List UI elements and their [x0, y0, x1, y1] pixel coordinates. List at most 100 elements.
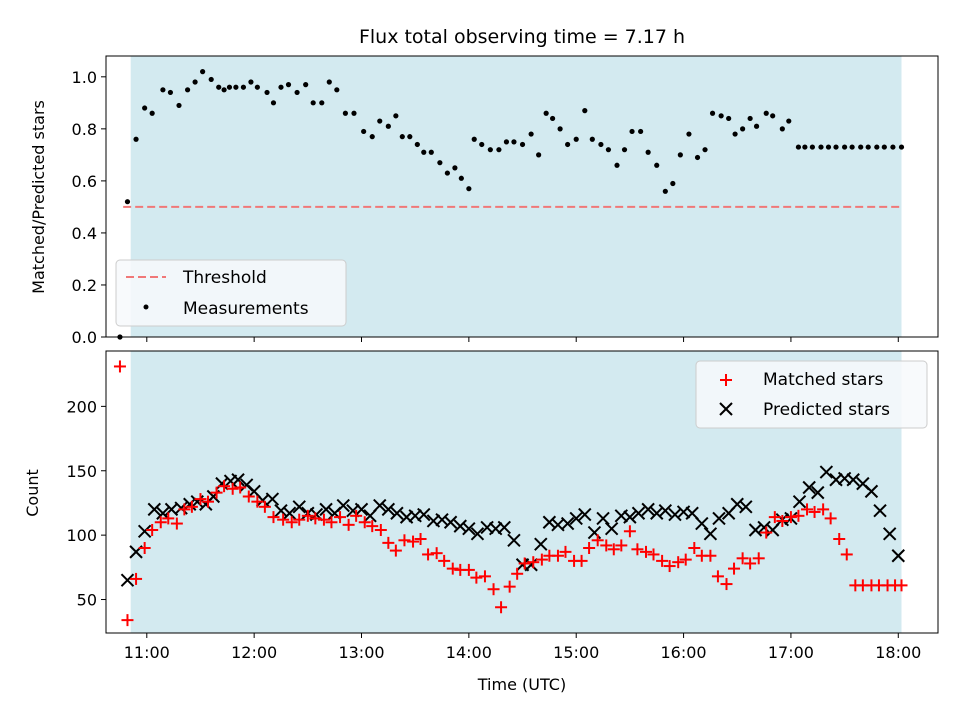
- predicted-point: [748, 523, 763, 537]
- top-panel: 0.0 0.2 0.4 0.6 0.8 1.0 Matched/Predicted sta…: [29, 55, 939, 347]
- predicted-point: [156, 506, 170, 520]
- matched-point: [679, 553, 692, 566]
- measurement-point: [732, 131, 738, 137]
- predicted-point: [604, 521, 619, 536]
- measurement-point: [421, 149, 427, 155]
- measurement-point: [629, 128, 635, 135]
- predicted-point: [417, 507, 431, 522]
- predicted-point: [274, 503, 288, 518]
- measurement-point: [192, 79, 198, 85]
- matched-point: [242, 490, 255, 503]
- matched-point: [178, 503, 191, 516]
- measurement-point: [444, 170, 450, 176]
- predicted-point: [891, 549, 905, 563]
- matched-point: [285, 516, 298, 529]
- measurement-point: [285, 82, 292, 88]
- x-tick-label: 16:00: [661, 643, 707, 662]
- matched-point: [194, 493, 207, 506]
- measurement-point: [621, 147, 628, 153]
- measurement-point: [802, 144, 808, 150]
- predicted-point: [215, 476, 229, 491]
- predicted-point: [390, 506, 404, 520]
- measurement-point: [686, 131, 692, 137]
- measurement-point: [385, 123, 391, 129]
- measurement-point: [849, 144, 855, 150]
- matched-legend-label: Matched stars: [763, 370, 883, 390]
- measurement-point: [709, 110, 716, 116]
- measurement-point: [479, 141, 485, 148]
- measurement-point: [361, 128, 367, 135]
- matched-point: [113, 360, 126, 373]
- predicted-legend-swatch: [719, 402, 733, 416]
- measurement-point: [582, 108, 588, 114]
- x-axis-label: Time (UTC): [477, 675, 566, 694]
- measurement-point: [149, 110, 155, 116]
- measurement-point: [865, 144, 871, 150]
- measurement-point: [740, 126, 746, 132]
- matched-point: [776, 514, 789, 527]
- measurement-point: [881, 144, 887, 150]
- predicted-point: [846, 473, 860, 487]
- measurement-point: [407, 134, 413, 140]
- predicted-point: [120, 573, 135, 587]
- matched-point: [301, 509, 314, 522]
- measurement-point: [369, 134, 375, 140]
- measurement-point: [458, 175, 464, 181]
- matched-point: [185, 500, 198, 513]
- matched-point: [350, 509, 363, 522]
- matched-point: [277, 513, 290, 526]
- matched-stars-series: [113, 360, 908, 627]
- measurement-point: [264, 89, 270, 96]
- top-y-tick-label: 0.8: [72, 120, 97, 139]
- matched-point: [309, 512, 322, 525]
- matched-point: [422, 548, 435, 561]
- measurement-point: [326, 79, 332, 85]
- matched-point: [704, 549, 717, 562]
- predicted-point: [658, 503, 673, 518]
- bottom-legend: Matched stars Predicted stars: [695, 360, 928, 429]
- measurement-point: [638, 128, 644, 135]
- measurement-point: [747, 115, 753, 122]
- measurement-point: [270, 100, 277, 106]
- matched-point: [527, 556, 540, 569]
- measurement-point: [795, 144, 802, 150]
- matched-point: [784, 511, 797, 524]
- matched-point: [414, 533, 427, 545]
- predicted-point: [641, 502, 655, 517]
- measurement-point: [519, 141, 526, 148]
- matched-point: [607, 543, 620, 556]
- measurement-point: [662, 188, 668, 194]
- matched-point: [840, 548, 853, 561]
- predicted-point: [578, 507, 592, 522]
- matched-point: [366, 520, 379, 533]
- measurement-point: [377, 118, 383, 124]
- top-legend: Threshold Measurements: [115, 259, 347, 327]
- measurement-point: [726, 115, 732, 122]
- top-y-tick-label: 1.0: [72, 68, 97, 87]
- matched-point: [398, 534, 411, 547]
- x-tick-label: 14:00: [446, 643, 492, 662]
- measurement-point: [763, 110, 769, 116]
- measurement-point: [160, 87, 166, 93]
- bottom-y-axis-label: Count: [23, 469, 42, 517]
- predicted-point: [443, 515, 458, 529]
- measurement-point: [176, 102, 182, 109]
- matched-point: [768, 511, 781, 524]
- predicted-point: [282, 506, 297, 520]
- matched-point: [551, 549, 564, 562]
- predicted-point: [497, 520, 511, 535]
- top-y-tick-label: 0.0: [72, 328, 97, 347]
- matched-legend-swatch: [720, 374, 732, 386]
- matched-point: [478, 570, 491, 583]
- measurement-point: [351, 110, 357, 116]
- measurement-point: [549, 115, 556, 122]
- matched-point: [218, 480, 231, 493]
- predicted-point: [336, 498, 350, 513]
- top-y-tick-label: 0.6: [72, 172, 97, 191]
- measurement-point: [818, 144, 824, 150]
- bottom-panel: 50 100 150 200 11:00 12:00 13:00 14:00 15:00 16:…: [23, 350, 939, 694]
- measurement-point: [124, 199, 131, 205]
- measurement-point: [216, 84, 222, 90]
- measurement-point: [254, 84, 260, 90]
- measurement-point: [779, 126, 785, 132]
